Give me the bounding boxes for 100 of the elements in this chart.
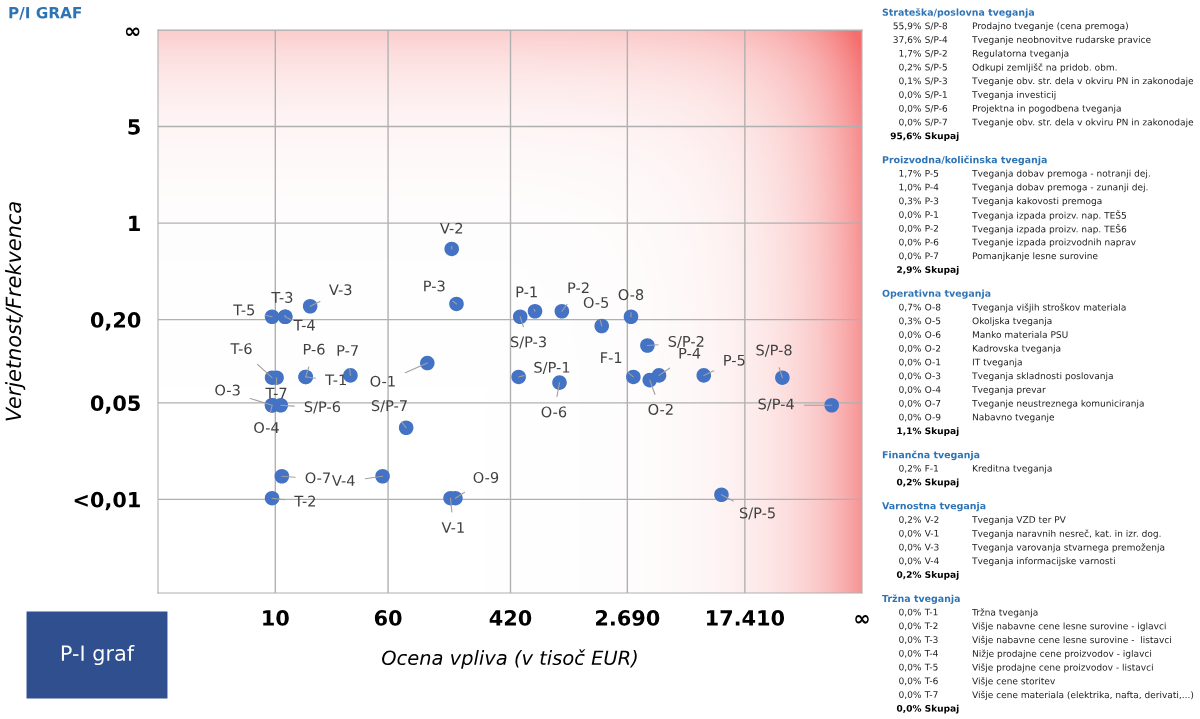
text: 0,0% T-4 Nižje prodajne cene proizvodov - iglavci: [899, 649, 1152, 659]
x-tick-label: ∞: [855, 614, 869, 624]
text: Tržna tveganja: [882, 594, 960, 604]
annotation: S/P-3: [510, 336, 546, 349]
text: 0,2% Skupaj: [896, 478, 959, 488]
annotation: V-3: [329, 284, 352, 296]
annotation: T-4: [293, 319, 315, 331]
x-tick-label: 2.690: [596, 610, 660, 626]
text: 0,0% T-5 Višje prodajne cene proizvodov - listavci: [899, 663, 1153, 673]
x-tick-label: 60: [374, 610, 402, 626]
text: 0,2% V-2 Tveganja VZD ter PV: [899, 516, 1066, 525]
x-tick-label: 17.410: [707, 610, 785, 626]
annotation: V-2: [440, 222, 463, 234]
text: 0,0% S/P-7 Tveganje obv. str. dela v okviru PN in zakonodaje: [899, 118, 1194, 128]
annotation: P-7: [337, 345, 358, 356]
annotation: S/P-7: [371, 400, 407, 413]
annotation: S/P-2: [668, 335, 704, 349]
text: 95,6% Skupaj: [890, 132, 959, 142]
annotation: S/P-5: [739, 507, 775, 520]
annotation: O-4: [254, 422, 279, 434]
text: 0,0% T-6 Višje cene storitev: [899, 677, 1055, 687]
text: 0,3% P-3 Tveganja kakovosti premoga: [899, 197, 1102, 206]
text: 0,3% O-5 Okoljska tveganja: [899, 317, 1052, 326]
text: 0,0% T-2 Višje nabavne cene lesne surovine - iglavci: [899, 622, 1166, 632]
text: 0,2% Skupaj: [896, 570, 959, 580]
annotation: S/P-4: [758, 398, 794, 411]
text: 0,0% O-2 Kadrovska tveganja: [899, 344, 1061, 354]
text: 0,0% S/P-1 Tveganja investicij: [899, 91, 1056, 100]
y-tick-label: 0,20: [90, 312, 141, 331]
text: 0,0% O-6 Manko materiala PSU: [899, 331, 1068, 339]
annotation: P-1: [516, 286, 537, 298]
text: 1,1% Skupaj: [897, 427, 959, 437]
text: 0,0% P-2 Tveganja izpada proizv. nap. TEŠ6: [899, 224, 1127, 235]
text: 1,7% S/P-2 Regulatorna tveganja: [899, 49, 1069, 59]
text: 0,0% T-3 Višje nabavne cene lesne surovine - listavci: [899, 635, 1171, 645]
annotation: O-8: [618, 289, 644, 301]
text: 0,0% T-7 Višje cene materiala (elektrika, nafta, derivati,...): [899, 690, 1194, 700]
text: 0,0% V-4 Tveganja informacijske varnosti: [899, 557, 1115, 566]
x-axis-title: Ocena vpliva (v tisoč EUR): [382, 649, 637, 669]
annotation: T-5: [233, 304, 255, 316]
text: 0,0% P-6 Tveganje izpada proizvodnih naprav: [899, 238, 1136, 248]
annotation: T-7: [265, 387, 287, 399]
text: 0,0% V-3 Tveganja varovanja stvarnega premoženja: [899, 543, 1165, 553]
text: 1,0% P-4 Tveganja dobav premoga - zunanji dej.: [899, 183, 1148, 193]
text: 0,0% S/P-6 Projektna in pogodbena tveganja: [899, 104, 1121, 114]
text: P-I graf: [61, 644, 135, 666]
text: 0,0% O-3 Tveganja skladnosti poslovanja: [899, 372, 1113, 381]
annotation: S/P-1: [534, 361, 570, 374]
text: Finančna tveganja: [882, 450, 980, 461]
text: 0,0% T-1 Tržna tveganja: [899, 608, 1038, 618]
text: 37,6% S/P-4 Tveganje neobnovitve rudarske pravice: [893, 36, 1151, 45]
text: 1,7% P-5 Tveganja dobav premoga - notranji dej.: [899, 169, 1150, 179]
y-tick-label: 0,05: [90, 395, 140, 414]
text: 0,2% F-1 Kreditna tveganja: [899, 464, 1052, 474]
text: Varnostna tveganja: [882, 502, 986, 512]
annotation: P-2: [568, 282, 589, 294]
text: 0,0% O-7 Tveganje neustreznega komuniciranja: [899, 399, 1144, 409]
text: Proizvodna/količinska tveganja: [882, 155, 1047, 166]
annotation: O-2: [648, 403, 673, 415]
annotation: T-2: [294, 495, 316, 507]
y-axis-title: Verjetnost/Frekvenca: [5, 202, 26, 421]
x-tick-label: 10: [263, 610, 289, 626]
text: 0,0% P-1 Tveganja izpada proizv. nap. TEŠ5: [899, 210, 1127, 221]
annotation: P-4: [679, 347, 701, 359]
chart-title: P/I GRAF: [9, 6, 82, 20]
text: Strateška/poslovna tveganja: [882, 8, 1034, 18]
annotation: P-3: [424, 280, 445, 292]
text: 0,0% Skupaj: [896, 704, 959, 714]
text: 0,0% O-1 IT tveganja: [899, 358, 1022, 368]
annotation: V-1: [441, 522, 464, 533]
text: 55,9% S/P-8 Prodajno tveganje (cena premoga): [893, 22, 1128, 31]
text: Operativna tveganja: [882, 289, 991, 299]
text: 0,0% O-4 Tveganja prevar: [899, 386, 1046, 395]
annotation: O-7: [305, 472, 330, 484]
text: 2,9% Skupaj: [897, 265, 959, 275]
annotation: O-3: [215, 384, 240, 396]
annotation: V-4: [331, 475, 355, 486]
annotation: P-5: [724, 354, 745, 366]
annotation: O-1: [370, 375, 395, 387]
annotation: T-6: [230, 343, 252, 355]
annotation: S/P-6: [304, 401, 341, 414]
text: 0,0% O-9 Nabavno tveganje: [899, 413, 1055, 423]
annotation: T-1: [325, 374, 346, 386]
x-tick-label: 420: [489, 610, 532, 626]
annotation: O-5: [583, 296, 609, 308]
text: 0,0% P-7 Pomanjkanje lesne surovine: [899, 252, 1098, 261]
y-tick-label: <0,01: [74, 491, 140, 511]
text: 0,0% V-1 Tveganja naravnih nesreč, kat. in izr. dog.: [899, 529, 1161, 539]
text: 0,2% S/P-5 Odkupi zemljišč na pridob. obm.: [899, 63, 1117, 73]
annotation: O-9: [473, 471, 499, 483]
y-tick-label: 5: [128, 119, 140, 135]
annotation: S/P-8: [756, 344, 792, 357]
annotation: T-3: [271, 291, 293, 303]
text: 0,1% S/P-3 Tveganje obv. str. dela v okviru PN in zakonodaje: [899, 77, 1194, 86]
annotation: P-6: [303, 343, 325, 355]
annotation: O-6: [541, 406, 567, 418]
y-tick-label: ∞: [125, 27, 140, 37]
annotation: F-1: [601, 352, 622, 363]
text: 0,7% O-8 Tveganja višjih stroškov materiala: [899, 303, 1126, 313]
y-tick-label: 1: [129, 215, 140, 232]
